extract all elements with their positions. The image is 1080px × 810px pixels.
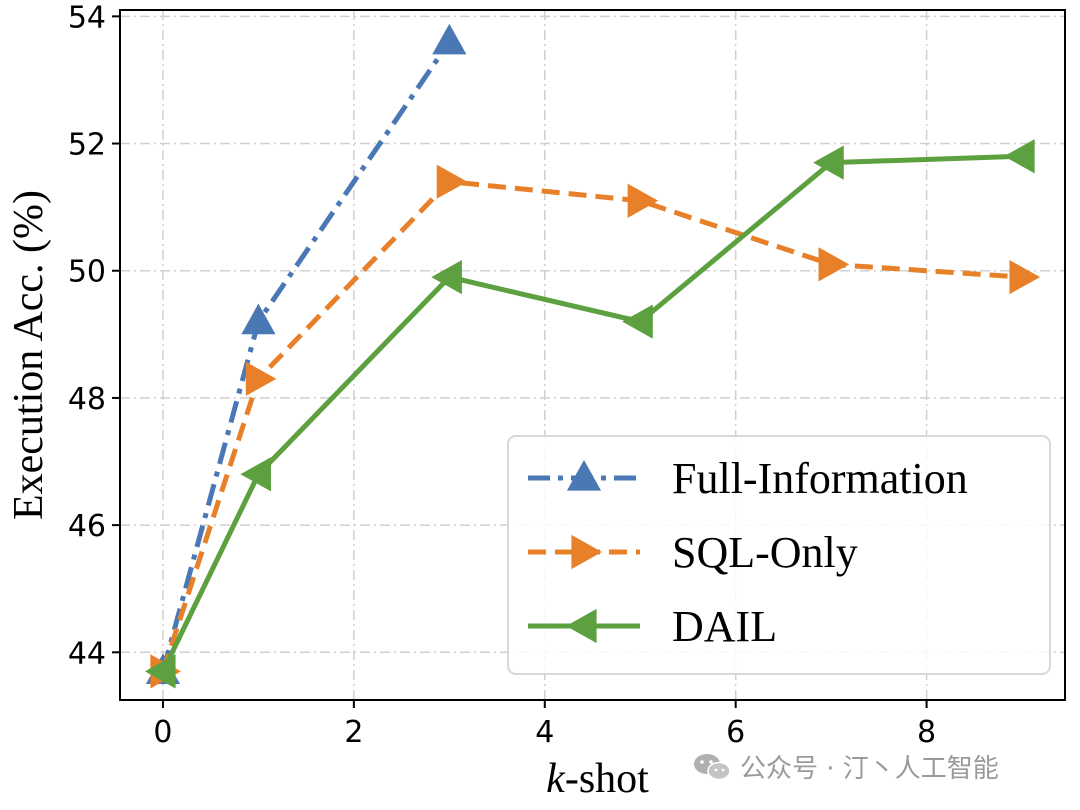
- wechat-icon: [694, 753, 731, 780]
- data-point: [432, 23, 467, 55]
- y-axis-label: Execution Acc. (%): [6, 190, 52, 520]
- legend-label: Full-Information: [672, 454, 968, 503]
- legend-item: DAIL: [528, 602, 777, 651]
- series-line: [160, 179, 1023, 673]
- watermark-text: 公众号 · 汀丶人工智能: [740, 754, 999, 784]
- x-tick-label: 2: [344, 715, 363, 750]
- y-tick-label: 44: [68, 636, 106, 671]
- y-tick-label: 48: [68, 382, 106, 417]
- x-axis-label: k-shot: [546, 756, 649, 802]
- data-point: [1009, 259, 1041, 295]
- legend-item: Full-Information: [528, 454, 968, 503]
- x-tick-label: 8: [917, 715, 936, 750]
- data-point: [431, 259, 462, 295]
- data-point: [245, 361, 277, 396]
- data-point: [241, 303, 276, 335]
- series-dail: [144, 139, 1035, 689]
- y-tick-label: 50: [68, 255, 106, 290]
- data-point: [627, 183, 659, 218]
- series-line: [160, 153, 1023, 673]
- x-tick-label: 6: [726, 715, 745, 750]
- data-point: [436, 164, 468, 199]
- x-axis-label-rest: -shot: [565, 756, 649, 802]
- data-point: [1004, 139, 1035, 174]
- legend-label: DAIL: [672, 602, 777, 651]
- x-tick-label: 4: [535, 715, 554, 750]
- y-tick-label: 54: [68, 0, 106, 35]
- x-axis-label-italic: k: [546, 756, 566, 802]
- legend-label: SQL-Only: [672, 528, 858, 577]
- legend-marker: [566, 608, 597, 644]
- data-point: [818, 247, 850, 282]
- y-tick-label: 46: [68, 509, 106, 544]
- y-tick-label: 52: [68, 128, 106, 163]
- plot-frame: [119, 9, 1066, 701]
- legend-box: [507, 435, 1051, 675]
- data-point: [240, 457, 272, 492]
- data-point: [813, 145, 844, 180]
- legend-marker: [566, 460, 602, 491]
- series-full-information: [145, 23, 467, 684]
- legend-item: SQL-Only: [528, 528, 858, 577]
- x-tick-label: 0: [153, 715, 172, 750]
- series-layer: [144, 23, 1041, 689]
- watermark: 公众号 · 汀丶人工智能: [692, 748, 999, 785]
- legend: Full-Information SQL-Only DAIL: [507, 435, 1051, 675]
- legend-marker: [571, 534, 602, 570]
- data-point: [622, 304, 653, 339]
- series-sql-only: [150, 164, 1041, 689]
- data-point: [144, 654, 176, 689]
